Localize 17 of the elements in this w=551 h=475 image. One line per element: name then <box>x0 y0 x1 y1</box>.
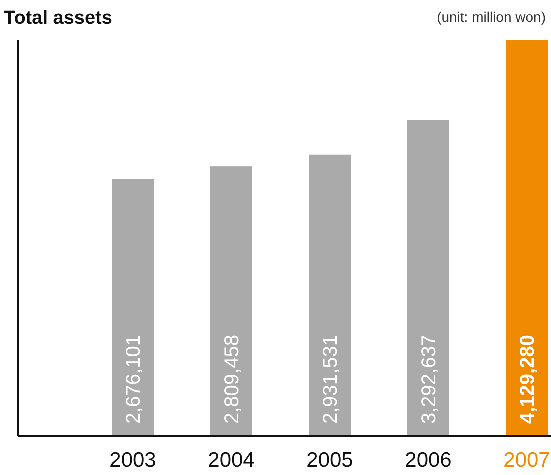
bar <box>309 154 351 436</box>
x-tick-label: 2004 <box>208 449 256 472</box>
bar <box>408 120 450 436</box>
chart-title: Total assets <box>4 8 112 29</box>
bar <box>210 166 252 436</box>
bar <box>112 179 154 436</box>
bar <box>506 40 548 436</box>
data-label: 2,809,458 <box>222 335 244 424</box>
x-tick-label: 2003 <box>110 449 156 472</box>
data-label: 2,676,101 <box>123 335 145 424</box>
x-tick-label: 2005 <box>306 449 354 472</box>
text: (unit: million won) <box>437 9 546 25</box>
x-tick-label: 2006 <box>405 449 452 472</box>
data-label: 2,931,531 <box>320 335 342 424</box>
data-label: 3,292,637 <box>418 335 440 424</box>
data-label: 4,129,280 <box>517 335 539 424</box>
x-tick-label: 2007 <box>504 449 550 472</box>
